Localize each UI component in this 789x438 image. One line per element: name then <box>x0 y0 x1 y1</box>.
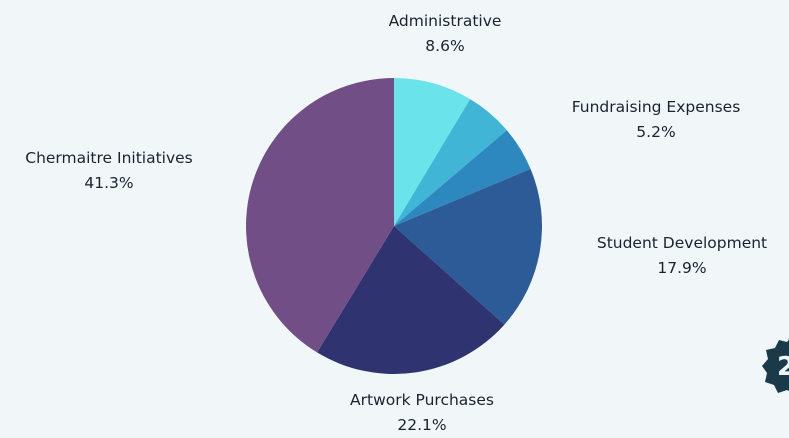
label-artwork-purchases-value: 22.1% <box>397 416 447 434</box>
label-administrative: Administrative 8.6% <box>389 9 502 59</box>
label-administrative-value: 8.6% <box>425 37 465 55</box>
page-number-badge <box>762 339 789 393</box>
slice-unlabeled-2 <box>394 130 531 226</box>
slice-chermaitre-initiatives <box>246 78 394 353</box>
label-artwork-purchases-name: Artwork Purchases <box>350 391 494 409</box>
label-chermaitre-initiatives: Chermaitre Initiatives 41.3% <box>25 146 193 196</box>
label-administrative-name: Administrative <box>388 12 502 30</box>
label-fundraising-expenses: Fundraising Expenses 5.2% <box>572 95 741 145</box>
badge-shape <box>762 339 789 393</box>
label-fundraising-expenses-value: 5.2% <box>636 123 676 141</box>
badge-text: 2 <box>777 352 789 382</box>
slice-fundraising-expenses <box>394 99 507 226</box>
label-student-development: Student Development 17.9% <box>597 231 767 281</box>
pie-slices <box>246 78 543 374</box>
label-student-development-value: 17.9% <box>657 259 707 277</box>
slice-student-development <box>394 168 543 325</box>
label-fundraising-expenses-name: Fundraising Expenses <box>571 98 741 116</box>
label-chermaitre-initiatives-name: Chermaitre Initiatives <box>25 149 193 167</box>
label-chermaitre-initiatives-value: 41.3% <box>84 174 134 192</box>
label-student-development-name: Student Development <box>596 234 768 252</box>
label-artwork-purchases: Artwork Purchases 22.1% <box>350 388 494 438</box>
slice-artwork-purchases <box>317 226 505 374</box>
slice-administrative <box>394 78 471 226</box>
